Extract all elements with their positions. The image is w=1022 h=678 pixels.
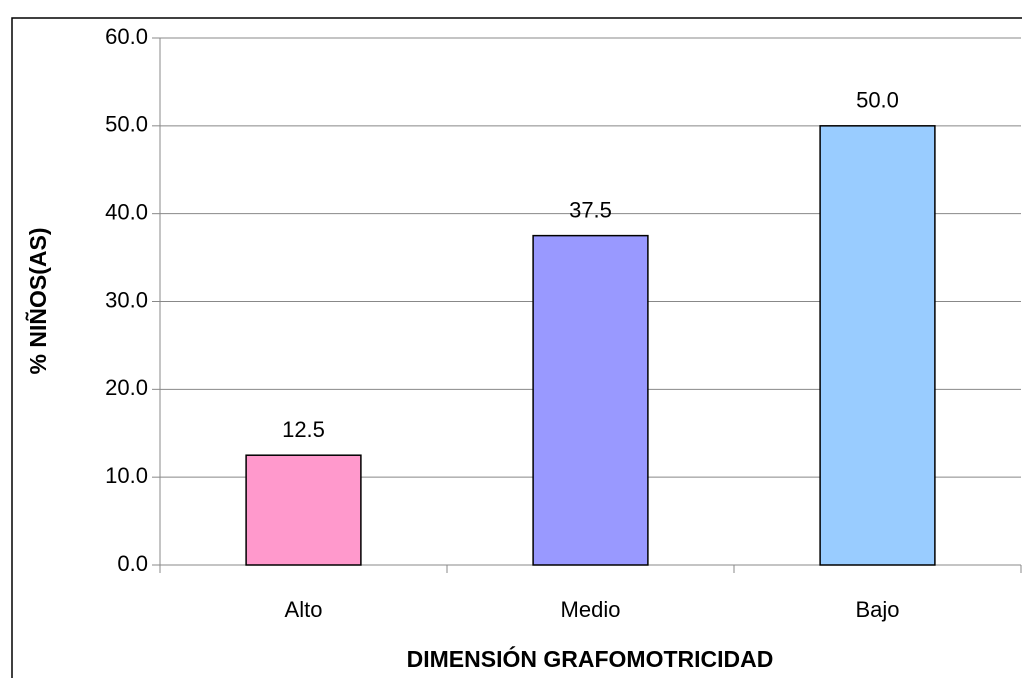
- y-tick-label: 30.0: [105, 287, 148, 312]
- y-tick-label: 20.0: [105, 375, 148, 400]
- y-tick-label: 40.0: [105, 199, 148, 224]
- x-tick-label: Medio: [561, 597, 621, 622]
- x-axis-title: DIMENSIÓN GRAFOMOTRICIDAD: [407, 645, 774, 672]
- data-label: 50.0: [856, 88, 899, 113]
- y-axis-title: % NIÑOS(AS): [24, 228, 51, 375]
- chart-border: [11, 17, 1022, 678]
- x-tick-label: Alto: [285, 597, 323, 622]
- y-tick-label: 60.0: [105, 24, 148, 49]
- y-tick-label: 10.0: [105, 463, 148, 488]
- y-tick-label: 0.0: [117, 551, 148, 576]
- x-tick-label: Bajo: [855, 597, 899, 622]
- bar: [532, 234, 649, 566]
- data-label: 12.5: [282, 417, 325, 442]
- data-label: 37.5: [569, 197, 612, 222]
- bar: [819, 125, 936, 566]
- y-tick-label: 50.0: [105, 112, 148, 137]
- bar: [245, 454, 362, 566]
